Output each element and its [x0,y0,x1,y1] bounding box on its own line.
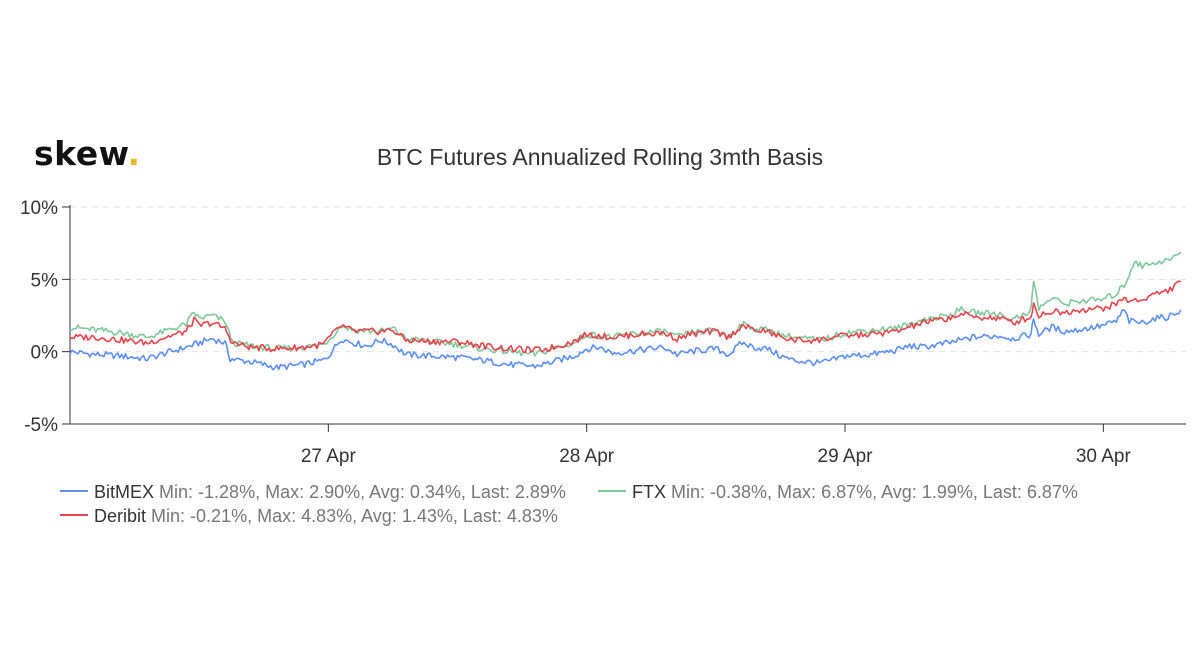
series-layer [69,251,1182,371]
legend-stats-ftx: Min: -0.38%, Max: 6.87%, Avg: 1.99%, Las… [671,482,1078,502]
x-tick-label: 30 Apr [1076,446,1132,467]
skew-logo: skew. [34,134,141,173]
x-tick-label: 27 Apr [301,446,357,467]
chart-title: BTC Futures Annualized Rolling 3mth Basi… [376,144,824,170]
x-tick-label: 28 Apr [559,446,615,467]
y-tick-label: -5% [24,415,58,436]
y-tick-label: 10% [20,198,58,219]
legend-item-deribit[interactable]: Deribit Min: -0.21%, Max: 4.83%, Avg: 1.… [60,506,558,527]
legend-swatch-deribit [60,514,88,517]
y-tick-label: 5% [31,270,59,291]
series-line-deribit [69,280,1182,354]
legend-name-bitmex: BitMEX [94,482,155,502]
legend-name-ftx: FTX [632,482,666,502]
x-tick-label: 29 Apr [818,446,874,467]
grid-layer [70,206,1186,353]
legend-swatch-bitmex [60,490,88,493]
legend-item-ftx[interactable]: FTX Min: -0.38%, Max: 6.87%, Avg: 1.99%,… [598,482,1078,503]
legend-item-bitmex[interactable]: BitMEX Min: -1.28%, Max: 2.90%, Avg: 0.3… [60,482,566,503]
tick-layer: 10% 5% 0% -5% 27 Apr 28 Apr 29 Apr 30 Apr [20,198,1131,467]
series-line-ftx [69,251,1182,357]
legend-stats-bitmex: Min: -1.28%, Max: 2.90%, Avg: 0.34%, Las… [159,482,566,502]
legend-swatch-ftx [598,490,626,493]
legend-stats-deribit: Min: -0.21%, Max: 4.83%, Avg: 1.43%, Las… [151,506,558,526]
series-line-bitmex [69,309,1182,371]
legend-name-deribit: Deribit [94,506,147,526]
axis-layer [62,205,1186,432]
y-tick-label: 0% [31,343,59,364]
